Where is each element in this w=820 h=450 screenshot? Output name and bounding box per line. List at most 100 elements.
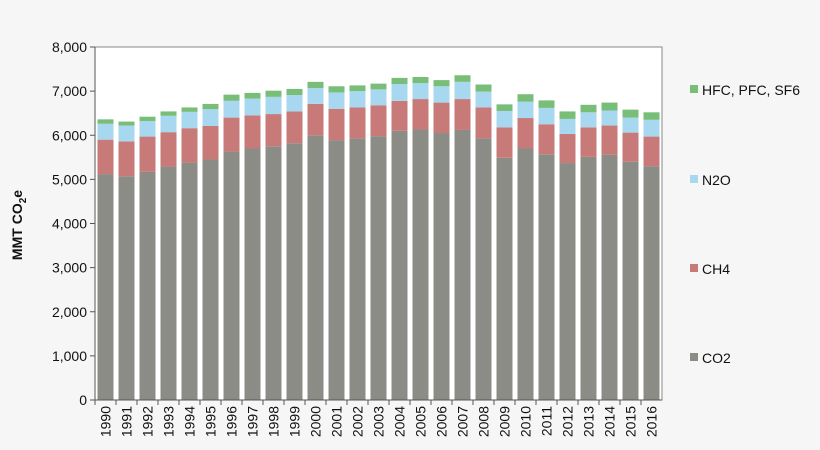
bar-n2o-2009 <box>496 110 513 128</box>
bar-co2-1991 <box>118 176 135 400</box>
bar-co2-1992 <box>139 171 156 400</box>
legend-swatch-ch4 <box>690 264 698 272</box>
bar-hfc-pfc-sf6-2010 <box>517 94 534 102</box>
x-tick-label: 1991 <box>119 406 135 437</box>
bar-co2-2011 <box>538 154 555 400</box>
x-tick-label: 1994 <box>182 406 198 437</box>
bar-n2o-2014 <box>601 110 618 126</box>
bar-ch4-2016 <box>643 136 660 167</box>
bar-hfc-pfc-sf6-1991 <box>118 121 135 126</box>
bar-hfc-pfc-sf6-1994 <box>181 107 198 112</box>
bar-co2-2010 <box>517 148 534 400</box>
legend-swatch-n2o <box>690 175 698 183</box>
bar-ch4-2006 <box>433 102 450 134</box>
bar-co2-2000 <box>307 135 324 400</box>
bar-co2-2002 <box>349 138 366 400</box>
bars-group <box>97 75 660 401</box>
bar-ch4-1999 <box>286 111 303 144</box>
x-tick-label: 2015 <box>623 406 639 437</box>
bar-co2-2008 <box>475 138 492 400</box>
x-tick-label: 1996 <box>224 406 240 437</box>
bar-ch4-1997 <box>244 115 261 149</box>
bar-co2-2014 <box>601 154 618 400</box>
bar-n2o-1990 <box>97 123 114 140</box>
x-tick-label: 1998 <box>266 406 282 437</box>
bar-hfc-pfc-sf6-2014 <box>601 102 618 111</box>
bar-ch4-2013 <box>580 127 597 157</box>
bar-hfc-pfc-sf6-1995 <box>202 103 219 110</box>
bar-hfc-pfc-sf6-1990 <box>97 119 114 124</box>
x-tick-label: 2000 <box>308 406 324 437</box>
bar-n2o-2013 <box>580 112 597 128</box>
bar-n2o-1995 <box>202 109 219 126</box>
bar-hfc-pfc-sf6-2011 <box>538 100 555 108</box>
bar-n2o-1998 <box>265 96 282 115</box>
y-tick-label: 1,000 <box>52 348 87 364</box>
bar-hfc-pfc-sf6-2016 <box>643 112 660 120</box>
x-tick-label: 2010 <box>518 406 534 437</box>
y-tick-label: 5,000 <box>52 171 87 187</box>
bar-hfc-pfc-sf6-1997 <box>244 92 261 99</box>
y-tick-label: 4,000 <box>52 216 87 232</box>
x-tick-label: 2002 <box>350 406 366 437</box>
bar-co2-2012 <box>559 163 576 400</box>
x-tick-label: 2011 <box>539 406 555 436</box>
bar-co2-2003 <box>370 136 387 400</box>
x-tick-label: 1997 <box>245 406 261 437</box>
bar-ch4-1995 <box>202 125 219 160</box>
x-tick-label: 2014 <box>602 406 618 437</box>
bar-n2o-2004 <box>391 84 408 101</box>
legend-swatch-hfc-pfc-sf6 <box>690 85 698 93</box>
y-tick-label: 0 <box>79 392 87 408</box>
x-tick-label: 1999 <box>287 406 303 437</box>
bar-co2-2006 <box>433 133 450 400</box>
bar-co2-1993 <box>160 166 177 400</box>
bar-co2-1994 <box>181 162 198 400</box>
bar-ch4-2011 <box>538 124 555 155</box>
x-tick-label: 2001 <box>329 406 345 437</box>
bar-hfc-pfc-sf6-1999 <box>286 88 303 96</box>
bar-n2o-1992 <box>139 121 156 137</box>
bar-hfc-pfc-sf6-1998 <box>265 90 282 97</box>
bar-ch4-1998 <box>265 114 282 147</box>
legend-swatch-co2 <box>690 353 698 361</box>
bar-co2-2005 <box>412 129 429 401</box>
x-tick-label: 2003 <box>371 406 387 437</box>
bar-co2-1999 <box>286 143 303 400</box>
x-tick-label: 2016 <box>644 406 660 437</box>
x-tick-label: 1990 <box>98 406 114 437</box>
bar-ch4-2000 <box>307 103 324 136</box>
bar-n2o-1999 <box>286 95 303 112</box>
y-tick-label: 6,000 <box>52 127 87 143</box>
y-tick-label: 8,000 <box>52 39 87 55</box>
bar-ch4-2003 <box>370 105 387 137</box>
bar-co2-2016 <box>643 166 660 400</box>
bar-hfc-pfc-sf6-2015 <box>622 109 639 118</box>
bar-n2o-2010 <box>517 101 534 119</box>
x-tick-label: 1992 <box>140 406 156 437</box>
bar-co2-1990 <box>97 174 114 400</box>
legend-label-hfc-pfc-sf6: HFC, PFC, SF6 <box>702 82 800 98</box>
x-tick-label: 2012 <box>560 406 576 437</box>
y-axis-label: MMT CO2e <box>9 190 29 260</box>
legend-label-co2: CO2 <box>702 350 731 366</box>
bar-hfc-pfc-sf6-1992 <box>139 116 156 122</box>
y-axis-label-subscript: 2 <box>18 197 29 203</box>
bar-co2-1998 <box>265 146 282 400</box>
bar-ch4-1991 <box>118 141 135 177</box>
bar-n2o-2016 <box>643 119 660 137</box>
bar-n2o-1997 <box>244 98 261 116</box>
bar-ch4-2014 <box>601 125 618 155</box>
bar-n2o-2002 <box>349 91 366 108</box>
x-tick-label: 2009 <box>497 406 513 437</box>
x-tick-label: 2008 <box>476 406 492 437</box>
bar-n2o-2011 <box>538 107 555 125</box>
bar-hfc-pfc-sf6-1996 <box>223 94 240 101</box>
bar-hfc-pfc-sf6-2005 <box>412 77 429 84</box>
bar-n2o-2001 <box>328 92 345 109</box>
bar-ch4-1994 <box>181 128 198 163</box>
bar-co2-2015 <box>622 161 639 400</box>
bar-ch4-1992 <box>139 136 156 172</box>
bar-hfc-pfc-sf6-2003 <box>370 83 387 90</box>
bar-co2-2013 <box>580 156 597 400</box>
